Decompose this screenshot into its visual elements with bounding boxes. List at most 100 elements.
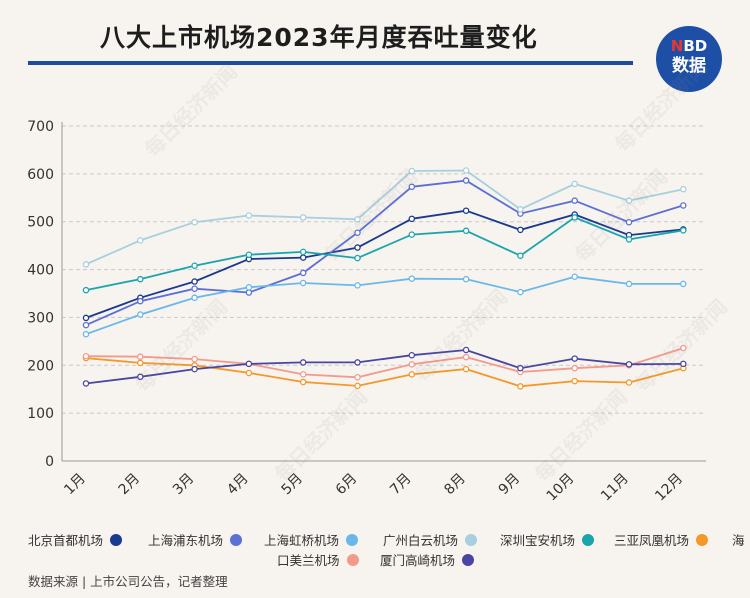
data-point (82, 321, 90, 329)
data-point (408, 183, 416, 191)
data-point (137, 275, 144, 283)
data-point (625, 379, 633, 386)
y-tick-label: 200 (27, 358, 54, 374)
data-point (245, 369, 253, 377)
series-line (85, 169, 684, 266)
data-point (625, 280, 633, 288)
x-tick-label: 10月 (544, 471, 578, 505)
legend-label: 深圳宝安机场 (500, 533, 576, 548)
data-point (408, 215, 416, 223)
series-line (85, 209, 684, 319)
legend-marker (696, 533, 709, 546)
x-tick-label: 12月 (652, 471, 686, 505)
data-point (680, 280, 687, 288)
data-point (517, 226, 524, 234)
data-point (408, 231, 416, 238)
data-point (517, 288, 524, 296)
data-point (191, 262, 198, 269)
y-tick-label: 500 (27, 215, 54, 231)
data-point (408, 361, 416, 368)
data-point (245, 360, 253, 368)
legend-item: 上海虹桥机场 (264, 530, 359, 549)
x-tick-label: 5月 (279, 471, 307, 499)
legend-label: 上海虹桥机场 (264, 533, 340, 548)
data-point (354, 359, 361, 366)
legend-label: 海 (732, 533, 745, 548)
data-point (299, 371, 307, 378)
legend-marker (582, 533, 595, 546)
series-line (85, 347, 684, 379)
data-point (82, 286, 90, 294)
data-point (571, 197, 578, 204)
data-point (191, 218, 198, 226)
legend-item: 三亚凤凰机场 (614, 530, 709, 549)
data-point (354, 282, 361, 289)
data-point (299, 214, 307, 221)
data-point (82, 261, 90, 268)
legend-marker (346, 553, 359, 566)
data-point (137, 373, 144, 381)
data-point (245, 284, 253, 291)
data-point (191, 285, 198, 292)
data-point (680, 202, 687, 209)
data-point (571, 180, 578, 188)
data-point (571, 214, 578, 221)
data-point (354, 382, 361, 390)
y-tick-label: 0 (45, 454, 54, 470)
data-point (137, 297, 144, 305)
legend-marker (465, 533, 478, 546)
logo-top-text: NBD (670, 37, 708, 55)
x-tick-label: 6月 (333, 471, 361, 499)
x-tick-label: 8月 (441, 471, 469, 499)
data-point (299, 269, 307, 277)
data-point (245, 289, 253, 296)
data-point (462, 353, 470, 361)
data-point (517, 383, 524, 390)
data-point (245, 212, 253, 219)
data-point (462, 346, 470, 354)
data-point (354, 373, 361, 381)
legend-item: 北京首都机场 (28, 530, 123, 549)
data-point (462, 177, 470, 184)
series-line (85, 357, 684, 388)
data-point (571, 364, 578, 372)
data-point (408, 371, 416, 378)
legend-item: 海 (732, 530, 745, 549)
data-point (299, 359, 307, 366)
data-point (408, 351, 416, 359)
legend-label: 口美兰机场 (277, 553, 340, 568)
x-tick-label: 7月 (387, 471, 415, 499)
data-point (408, 275, 416, 282)
data-point (82, 330, 90, 338)
logo-bottom-text: 数据 (672, 56, 706, 76)
data-point (354, 254, 361, 262)
x-tick-label: 4月 (224, 471, 252, 499)
legend-item-continued: 口美兰机场 (277, 550, 359, 569)
data-point (680, 360, 687, 368)
data-point (517, 364, 524, 372)
data-point (462, 227, 470, 235)
data-point (137, 353, 144, 360)
data-source: 数据来源 | 上市公司公告，记者整理 (28, 574, 228, 589)
x-tick-label: 2月 (116, 471, 144, 499)
data-point (299, 279, 307, 287)
legend-item: 深圳宝安机场 (500, 530, 595, 549)
legend-item: 广州白云机场 (383, 530, 478, 549)
y-tick-label: 400 (27, 263, 54, 279)
x-tick-label: 9月 (496, 471, 524, 499)
data-point (571, 355, 578, 362)
y-tick-label: 600 (27, 167, 54, 183)
nbd-logo: NBD 数据 (656, 26, 722, 92)
y-tick-label: 700 (27, 119, 54, 135)
legend-label: 北京首都机场 (28, 533, 104, 548)
legend-label: 厦门高崎机场 (380, 553, 456, 568)
data-point (191, 294, 198, 302)
data-point (354, 229, 361, 236)
legend-marker (346, 533, 359, 546)
data-point (462, 365, 470, 373)
series-line (85, 349, 684, 385)
y-tick-label: 300 (27, 310, 54, 326)
legend-label: 广州白云机场 (383, 533, 459, 548)
legend-marker (230, 533, 243, 546)
